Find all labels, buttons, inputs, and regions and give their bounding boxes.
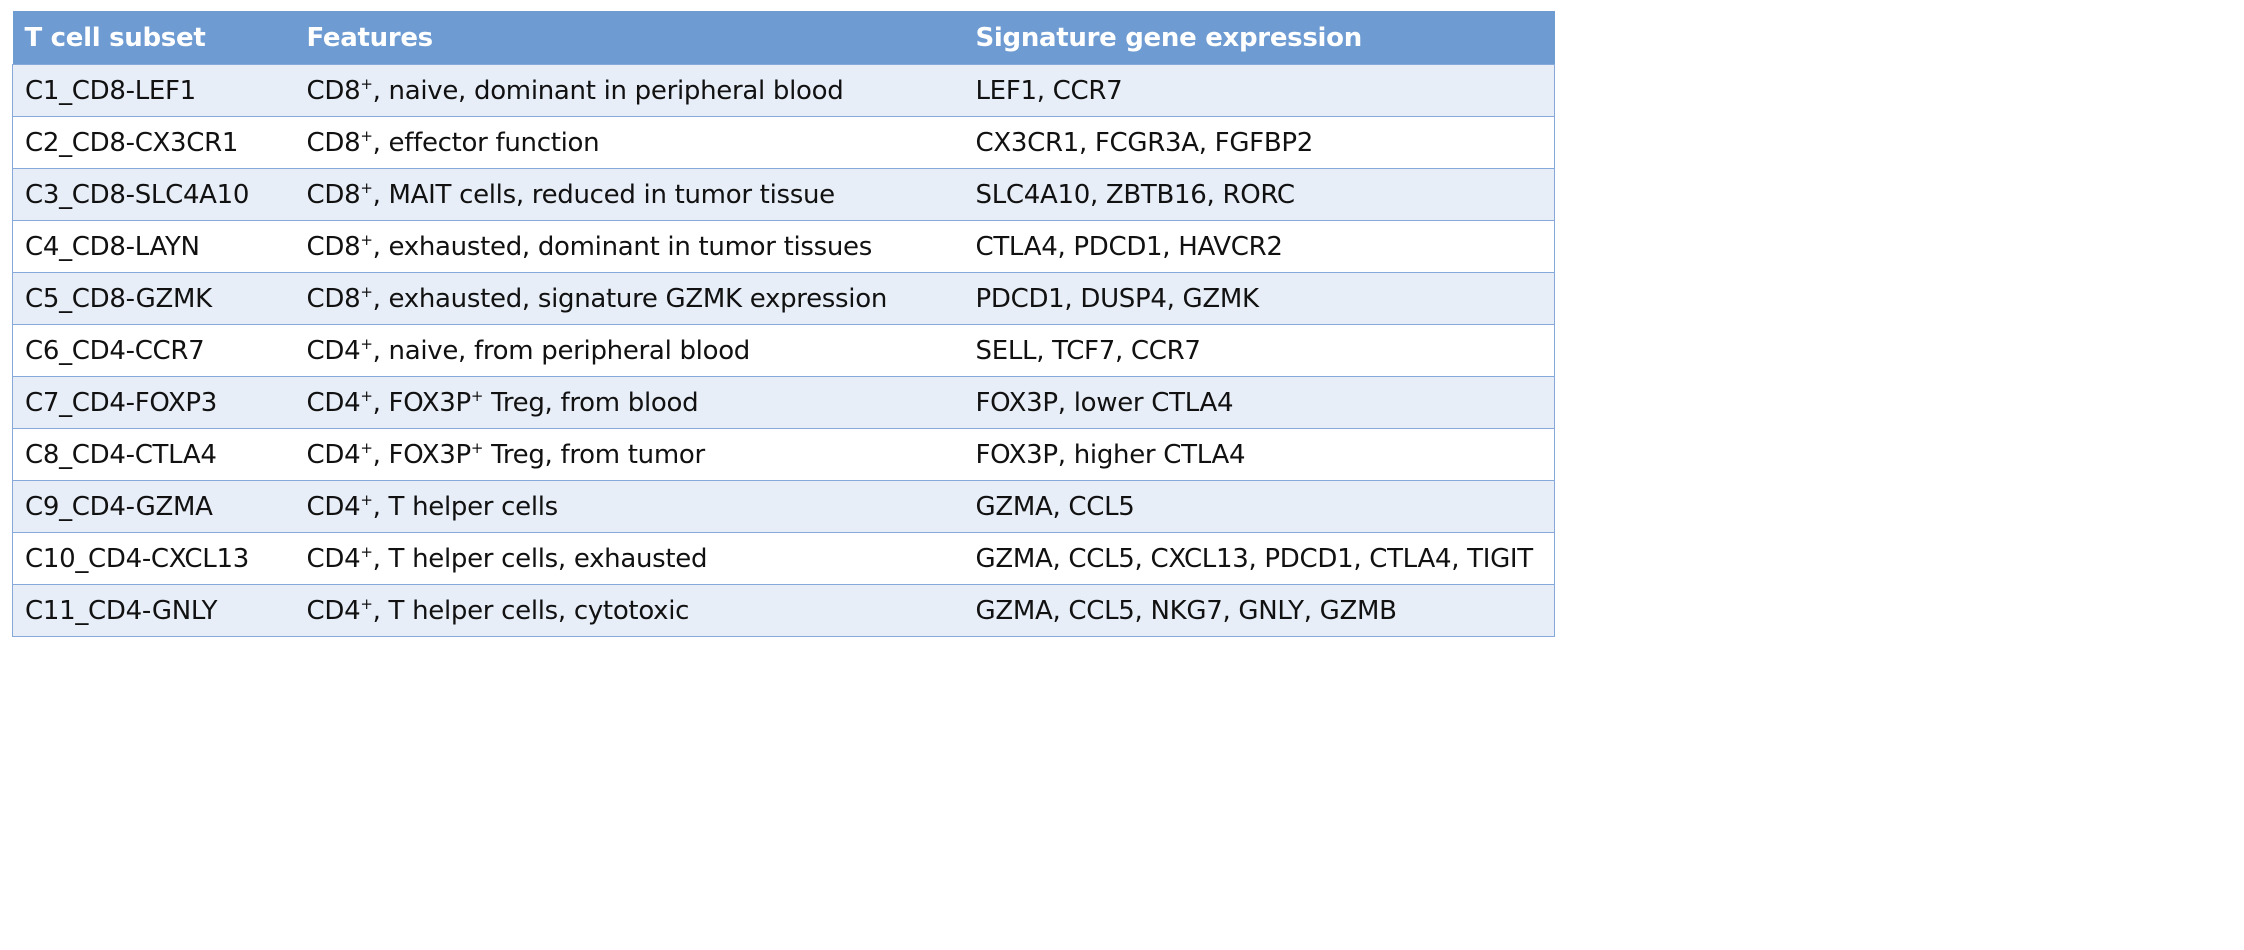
table-row: C7_CD4-FOXP3 CD4+, FOX3P+ Treg, from bloo… <box>12 376 1555 429</box>
cell-t-cell-subset: C7_CD4-FOXP3 <box>12 376 295 429</box>
features-text: CD4 <box>306 439 361 470</box>
superscript-plus: + <box>360 594 373 613</box>
superscript-plus: + <box>470 386 484 405</box>
features-text: CD8 <box>306 75 361 106</box>
superscript-plus: + <box>360 438 373 457</box>
cell-features: CD8+, MAIT cells, reduced in tumor tissu… <box>294 168 964 221</box>
cell-features: CD8+, exhausted, signature GZMK expressi… <box>294 272 964 325</box>
cell-t-cell-subset: C2_CD8-CX3CR1 <box>12 116 295 169</box>
cell-t-cell-subset: C4_CD8-LAYN <box>12 220 295 273</box>
features-text: , T helper cells, cytotoxic <box>372 595 690 626</box>
cell-signature-genes: GZMA, CCL5, NKG7, GNLY, GZMB <box>963 584 1555 637</box>
cell-signature-genes: PDCD1, DUSP4, GZMK <box>963 272 1555 325</box>
features-text: CD4 <box>306 543 361 574</box>
features-text: CD4 <box>306 595 361 626</box>
cell-features: CD4+, FOX3P+ Treg, from blood <box>294 376 964 429</box>
table-row: C4_CD8-LAYN CD8+, exhausted, dominant in … <box>12 220 1555 273</box>
cell-signature-genes: GZMA, CCL5, CXCL13, PDCD1, CTLA4, TIGIT <box>963 532 1555 585</box>
cell-signature-genes: SELL, TCF7, CCR7 <box>963 324 1555 377</box>
cell-features: CD4+, T helper cells <box>294 480 964 533</box>
cell-t-cell-subset: C11_CD4-GNLY <box>12 584 295 637</box>
cell-features: CD4+, T helper cells, cytotoxic <box>294 584 964 637</box>
table-row: C11_CD4-GNLY CD4+, T helper cells, cytoto… <box>12 584 1555 637</box>
superscript-plus: + <box>360 282 373 301</box>
features-text: CD4 <box>306 387 361 418</box>
superscript-plus: + <box>360 386 373 405</box>
superscript-plus: + <box>360 126 373 145</box>
features-text: , FOX3P <box>372 387 472 418</box>
superscript-plus: + <box>360 178 373 197</box>
cell-t-cell-subset: C6_CD4-CCR7 <box>12 324 295 377</box>
features-text: , exhausted, dominant in tumor tissues <box>372 231 873 262</box>
cell-features: CD8+, exhausted, dominant in tumor tissu… <box>294 220 964 273</box>
table-row: C1_CD8-LEF1 CD8+, naive, dominant in peri… <box>12 64 1555 117</box>
cell-t-cell-subset: C1_CD8-LEF1 <box>12 64 295 117</box>
features-text: , T helper cells, exhausted <box>372 543 708 574</box>
cell-t-cell-subset: C9_CD4-GZMA <box>12 480 295 533</box>
features-text: CD4 <box>306 335 361 366</box>
cell-signature-genes: LEF1, CCR7 <box>963 64 1555 117</box>
superscript-plus: + <box>360 542 373 561</box>
header-t-cell-subset: T cell subset <box>12 11 295 65</box>
t-cell-subset-table-container: T cell subset Features Signature gene ex… <box>12 11 1555 637</box>
cell-t-cell-subset: C8_CD4-CTLA4 <box>12 428 295 481</box>
cell-signature-genes: GZMA, CCL5 <box>963 480 1555 533</box>
header-row: T cell subset Features Signature gene ex… <box>12 11 1555 65</box>
cell-signature-genes: SLC4A10, ZBTB16, RORC <box>963 168 1555 221</box>
cell-features: CD4+, T helper cells, exhausted <box>294 532 964 585</box>
superscript-plus: + <box>470 438 484 457</box>
features-text: CD8 <box>306 283 361 314</box>
features-text: Treg, from tumor <box>483 439 705 470</box>
t-cell-subset-table: T cell subset Features Signature gene ex… <box>12 11 1555 637</box>
features-text: CD8 <box>306 231 361 262</box>
features-text: Treg, from blood <box>483 387 699 418</box>
features-text: , effector function <box>372 127 600 158</box>
features-text: , naive, dominant in peripheral blood <box>372 75 844 106</box>
superscript-plus: + <box>360 490 373 509</box>
cell-features: CD8+, naive, dominant in peripheral bloo… <box>294 64 964 117</box>
cell-signature-genes: FOX3P, lower CTLA4 <box>963 376 1555 429</box>
cell-t-cell-subset: C3_CD8-SLC4A10 <box>12 168 295 221</box>
superscript-plus: + <box>360 334 373 353</box>
table-row: C3_CD8-SLC4A10 CD8+, MAIT cells, reduced … <box>12 168 1555 221</box>
cell-features: CD4+, FOX3P+ Treg, from tumor <box>294 428 964 481</box>
cell-signature-genes: CTLA4, PDCD1, HAVCR2 <box>963 220 1555 273</box>
superscript-plus: + <box>360 230 373 249</box>
header-features: Features <box>294 11 964 65</box>
table-row: C6_CD4-CCR7 CD4+, naive, from peripheral … <box>12 324 1555 377</box>
features-text: , naive, from peripheral blood <box>372 335 751 366</box>
features-text: , MAIT cells, reduced in tumor tissue <box>372 179 836 210</box>
features-text: CD8 <box>306 127 361 158</box>
table-row: C8_CD4-CTLA4 CD4+, FOX3P+ Treg, from tumo… <box>12 428 1555 481</box>
cell-t-cell-subset: C5_CD8-GZMK <box>12 272 295 325</box>
cell-signature-genes: CX3CR1, FCGR3A, FGFBP2 <box>963 116 1555 169</box>
table-row: C5_CD8-GZMK CD8+, exhausted, signature GZ… <box>12 272 1555 325</box>
header-signature-gene-expression: Signature gene expression <box>963 11 1555 65</box>
cell-features: CD8+, effector function <box>294 116 964 169</box>
table-row: C2_CD8-CX3CR1 CD8+, effector function CX3C… <box>12 116 1555 169</box>
table-row: C9_CD4-GZMA CD4+, T helper cells GZMA, CCL… <box>12 480 1555 533</box>
features-text: , FOX3P <box>372 439 472 470</box>
cell-t-cell-subset: C10_CD4-CXCL13 <box>12 532 295 585</box>
features-text: , exhausted, signature GZMK expression <box>372 283 888 314</box>
table-row: C10_CD4-CXCL13 CD4+, T helper cells, exha… <box>12 532 1555 585</box>
table-body: C1_CD8-LEF1 CD8+, naive, dominant in peri… <box>12 64 1555 637</box>
cell-features: CD4+, naive, from peripheral blood <box>294 324 964 377</box>
table-header: T cell subset Features Signature gene ex… <box>12 11 1555 65</box>
features-text: , T helper cells <box>372 491 559 522</box>
features-text: CD8 <box>306 179 361 210</box>
cell-signature-genes: FOX3P, higher CTLA4 <box>963 428 1555 481</box>
superscript-plus: + <box>360 74 373 93</box>
features-text: CD4 <box>306 491 361 522</box>
